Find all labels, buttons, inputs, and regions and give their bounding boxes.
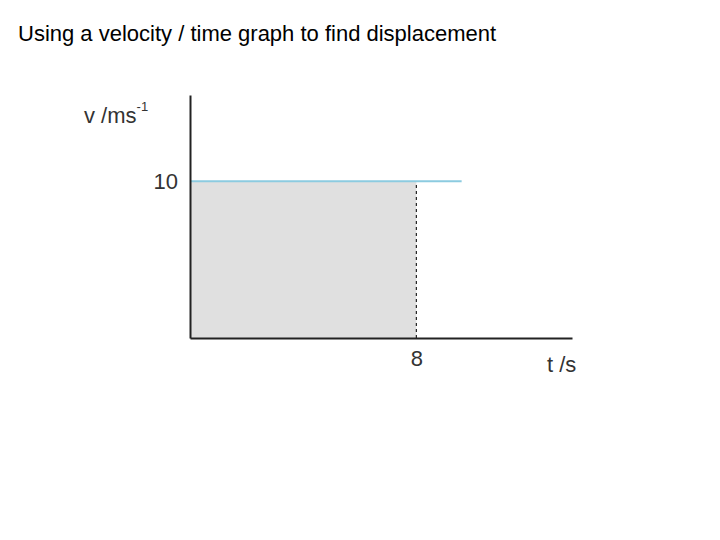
tick-label: 10 — [154, 169, 178, 194]
plot-area — [190, 181, 462, 338]
y-axis-label: v /ms-1 — [84, 99, 148, 128]
y-axis-line — [190, 96, 192, 339]
velocity-line — [190, 180, 462, 182]
x-axis-label: t /s — [547, 352, 576, 377]
title: Using a velocity / time graph to find di… — [18, 21, 496, 46]
displacement-area — [190, 181, 416, 338]
y-axis-label-superscript: -1 — [137, 99, 149, 114]
tick-label: 8 — [411, 346, 423, 371]
chart: Using a velocity / time graph to find di… — [0, 0, 720, 540]
dashed-edge — [416, 181, 417, 338]
x-axis: 8 — [191, 338, 573, 371]
y-axis: 10 — [154, 96, 191, 339]
tick: 10 — [154, 169, 190, 194]
y-axis-label-text: v /ms — [84, 103, 137, 128]
tick: 8 — [411, 338, 423, 371]
x-axis-line — [191, 338, 573, 340]
